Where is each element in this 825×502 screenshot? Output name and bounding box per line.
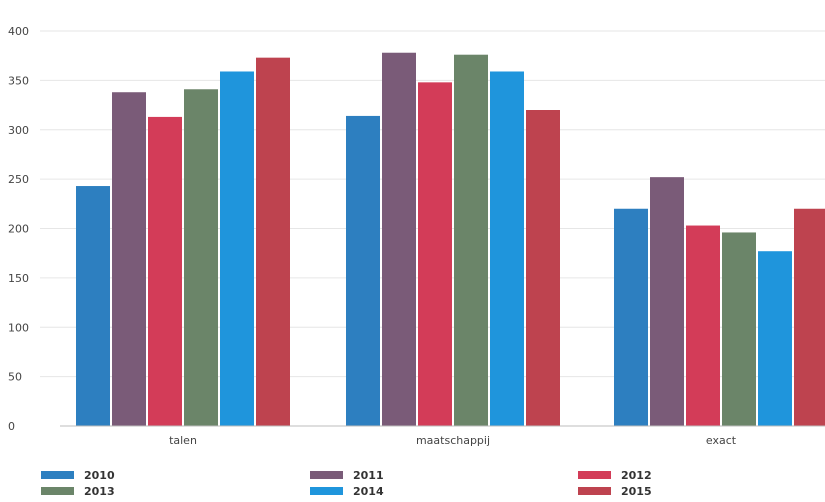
bars-layer: [76, 52, 825, 427]
bar-maatschappij-2015: [526, 110, 560, 426]
bar-talen-2013: [184, 89, 218, 426]
bar-talen-2015: [256, 57, 290, 426]
legend-label: 2014: [353, 485, 384, 498]
legend-swatch: [578, 487, 611, 495]
x-tick-label: maatschappij: [416, 434, 490, 447]
y-tick-label: 50: [8, 371, 22, 384]
legend-swatch: [578, 471, 611, 479]
y-tick-label: 300: [8, 124, 29, 137]
bar-maatschappij-2011: [382, 52, 416, 426]
legend-swatch: [310, 487, 343, 495]
legend-swatch: [310, 471, 343, 479]
y-tick-label: 100: [8, 321, 29, 334]
y-tick-label: 400: [8, 25, 29, 38]
legend-label: 2011: [353, 469, 384, 482]
bar-talen-2011: [112, 92, 146, 426]
bar-talen-2014: [220, 71, 254, 427]
legend-item: 2012: [578, 469, 652, 482]
legend-item: 2014: [310, 485, 384, 498]
bar-exact-2012: [686, 225, 720, 426]
legend-label: 2012: [621, 469, 652, 482]
y-tick-label: 0: [8, 420, 15, 433]
legend-label: 2010: [84, 469, 115, 482]
bar-exact-2011: [650, 177, 684, 426]
legend: 2010 2011 2012 2013 2014 2015: [41, 469, 652, 498]
legend-label: 2013: [84, 485, 115, 498]
legend-item: 2011: [310, 469, 384, 482]
x-tick-label: exact: [706, 434, 737, 447]
bar-maatschappij-2013: [454, 54, 488, 426]
y-tick-label: 150: [8, 272, 29, 285]
legend-item: 2015: [578, 485, 652, 498]
bar-maatschappij-2014: [490, 71, 524, 427]
legend-swatch: [41, 487, 74, 495]
legend-label: 2015: [621, 485, 652, 498]
bar-talen-2010: [76, 186, 110, 426]
y-tick-label: 250: [8, 173, 29, 186]
bar-exact-2014: [758, 251, 792, 426]
bar-exact-2013: [722, 232, 756, 426]
legend-swatch: [41, 471, 74, 479]
y-tick-label: 350: [8, 74, 29, 87]
x-tick-label: talen: [169, 434, 197, 447]
axis-layer: 0 50 100 150 200 250 300 350 400 talen maatschappi…: [8, 25, 825, 447]
bar-exact-2010: [614, 208, 648, 426]
legend-item: 2010: [41, 469, 115, 482]
bar-maatschappij-2010: [346, 115, 380, 427]
bar-talen-2012: [148, 116, 182, 426]
bar-maatschappij-2012: [418, 82, 452, 426]
y-tick-label: 200: [8, 223, 29, 236]
bar-exact-2015: [794, 208, 825, 426]
legend-item: 2013: [41, 485, 115, 498]
